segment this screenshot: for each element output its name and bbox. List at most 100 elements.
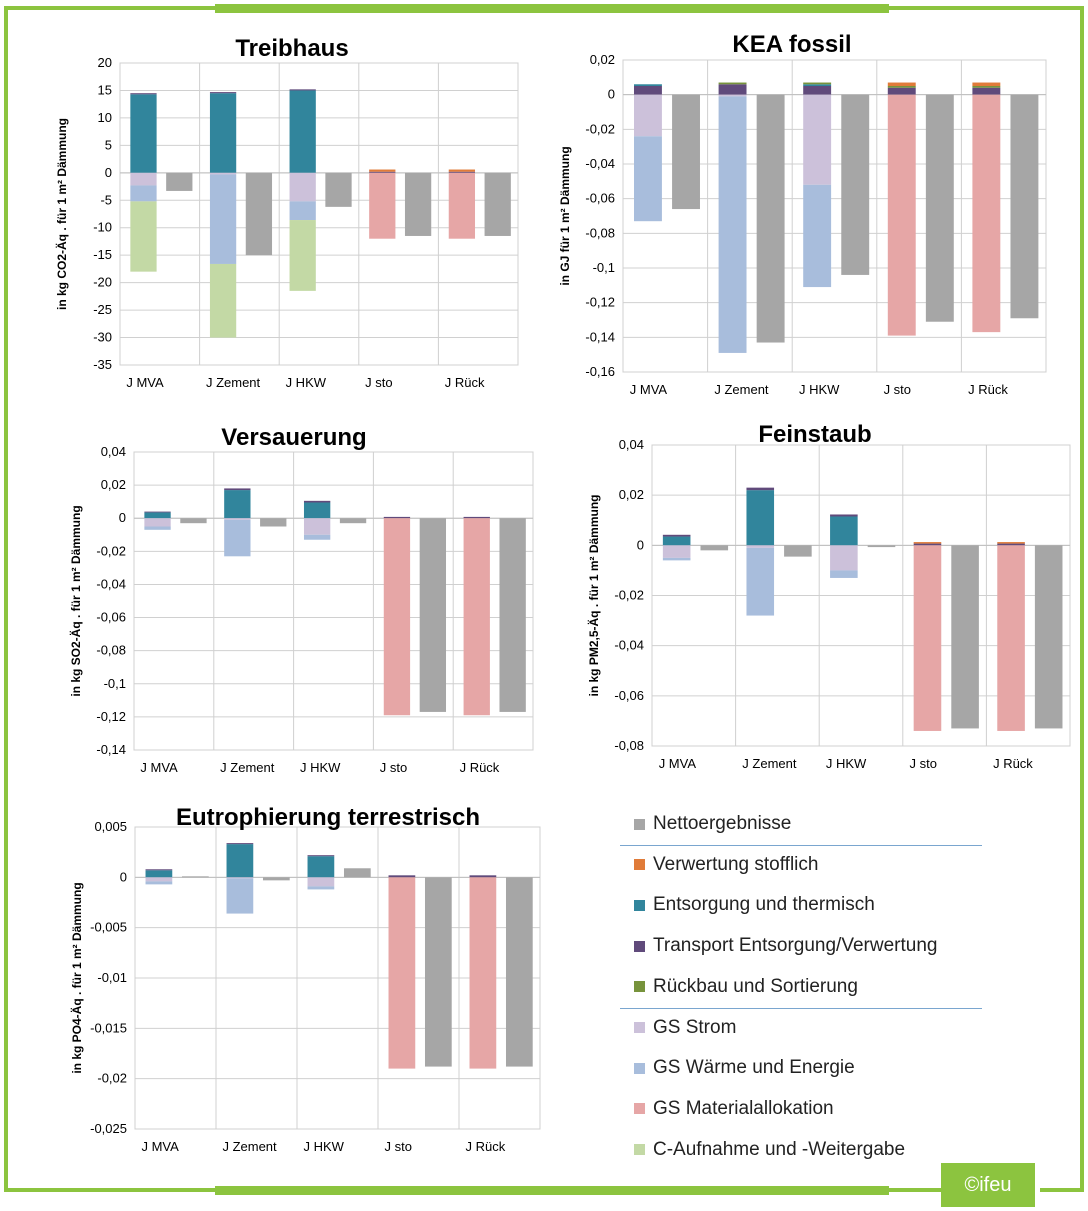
- frame-top-bar: [215, 4, 889, 13]
- y-tick-label: -0,12: [96, 709, 126, 724]
- bar-netto-j-sto: [419, 518, 447, 712]
- bar-strom-j-mva: [633, 94, 662, 137]
- bar-waerme-j-hkw: [289, 201, 316, 221]
- bar-strom-j-hkw: [289, 172, 316, 202]
- legend-separator: [620, 844, 982, 846]
- category-label: J Zement: [742, 756, 797, 771]
- y-tick-label: -10: [93, 220, 112, 235]
- y-tick-label: 5: [105, 137, 112, 152]
- bar-netto-j-mva: [166, 172, 193, 191]
- y-tick-label: -15: [93, 247, 112, 262]
- frame-bottom-bar: [215, 1186, 889, 1195]
- y-tick-label: -35: [93, 357, 112, 372]
- y-axis-label: in GJ für 1 m² Dämmung: [558, 146, 572, 285]
- y-tick-label: 20: [98, 55, 112, 70]
- y-tick-label: -30: [93, 330, 112, 345]
- bar-strom-j-zement: [226, 877, 254, 879]
- y-tick-label: -0,08: [614, 738, 644, 753]
- bar-material-j-r-ck: [448, 172, 476, 239]
- y-axis-label: in kg SO2-Äq . für 1 m² Dämmung: [68, 505, 83, 696]
- category-label: J Rück: [465, 1139, 505, 1154]
- y-tick-label: -5: [100, 192, 112, 207]
- legend-separator: [620, 1007, 982, 1009]
- bar-entsorgung-j-hkw: [303, 502, 331, 519]
- legend-swatch: [634, 899, 645, 911]
- bar-netto-j-mva: [700, 545, 729, 551]
- category-label: J Rück: [993, 756, 1033, 771]
- category-label: J HKW: [303, 1139, 344, 1154]
- bar-waerme-j-zement: [226, 878, 254, 914]
- legend-item: Entsorgung und thermisch: [634, 891, 875, 919]
- bar-netto-j-mva: [181, 876, 209, 878]
- bar-transport-j-zement: [209, 92, 237, 94]
- bar-verwertung-j-sto: [887, 82, 916, 86]
- bar-transport-j-r-ck: [997, 543, 1025, 546]
- bar-netto-j-sto: [951, 545, 979, 729]
- category-label: J sto: [384, 1139, 411, 1154]
- y-tick-label: 0,04: [619, 437, 644, 452]
- legend-swatch: [634, 818, 645, 830]
- bar-entsorgung-j-hkw: [289, 90, 316, 173]
- legend-item: GS Materialallokation: [634, 1095, 834, 1123]
- category-label: J Rück: [445, 375, 485, 390]
- legend-label: GS Materialallokation: [653, 1097, 834, 1119]
- y-tick-label: -0,14: [585, 329, 615, 344]
- bar-netto-j-r-ck: [1034, 545, 1063, 729]
- chart-svg: 0,04 0,02 0 -0,02 -0,04 -0,06 -0,08 J MVA J Zeme…: [586, 421, 1071, 771]
- category-label: J Zement: [714, 382, 769, 397]
- bar-caufnahme-j-hkw: [289, 220, 316, 291]
- category-label: J MVA: [141, 1139, 179, 1154]
- bar-waerme-j-hkw: [303, 534, 331, 540]
- bar-entsorgung-j-hkw: [830, 516, 858, 546]
- category-label: J HKW: [300, 760, 341, 775]
- bar-waerme-j-mva: [145, 881, 173, 885]
- bar-transport-j-hkw: [803, 86, 832, 95]
- y-tick-label: -0,01: [97, 970, 127, 985]
- bar-transport-j-mva: [662, 534, 691, 537]
- y-tick-label: -0,04: [96, 576, 126, 591]
- y-tick-label: 0: [119, 510, 126, 525]
- bar-netto-j-zement: [784, 545, 812, 557]
- y-tick-label: 0,02: [619, 487, 644, 502]
- bar-strom-j-hkw: [303, 518, 331, 535]
- legend-item: Verwertung stofflich: [634, 851, 818, 879]
- legend: Nettoergebnisse Verwertung stofflich Entso…: [620, 806, 1000, 1166]
- bar-caufnahme-j-zement: [209, 263, 237, 338]
- legend-swatch: [634, 981, 645, 993]
- bar-netto-j-hkw: [339, 518, 367, 524]
- bar-entsorgung-j-mva: [144, 512, 171, 519]
- bar-strom-j-zement: [746, 545, 775, 548]
- bar-netto-j-r-ck: [505, 877, 533, 1067]
- bar-strom-j-hkw: [830, 545, 858, 571]
- y-tick-label: 15: [98, 82, 112, 97]
- y-tick-label: -0,005: [90, 920, 127, 935]
- legend-item: GS Strom: [634, 1014, 736, 1042]
- legend-item: GS Wärme und Energie: [634, 1054, 855, 1082]
- y-tick-label: -25: [93, 302, 112, 317]
- bar-rueckbau-j-hkw: [803, 82, 832, 85]
- bar-netto-j-r-ck: [499, 518, 526, 712]
- bar-waerme-j-hkw: [803, 184, 832, 288]
- category-label: J HKW: [286, 375, 327, 390]
- category-label: J MVA: [659, 756, 697, 771]
- y-tick-label: -0,1: [104, 676, 126, 691]
- chart-title: KEA fossil: [732, 31, 851, 58]
- bar-material-j-r-ck: [972, 94, 1001, 333]
- bar-transport-j-r-ck: [463, 516, 490, 519]
- bar-netto-j-r-ck: [484, 172, 511, 236]
- y-axis-label: in kg PM2,5-Äq . für 1 m² Dämmung: [586, 494, 601, 696]
- category-label: J MVA: [126, 375, 164, 390]
- bar-strom-j-zement: [718, 94, 747, 97]
- bar-waerme-j-mva: [633, 136, 662, 222]
- bar-material-j-r-ck: [469, 877, 497, 1069]
- legend-item: C-Aufnahme und -Weitergabe: [634, 1136, 905, 1164]
- bar-transport-j-mva: [633, 86, 662, 95]
- bar-transport-j-r-ck: [448, 171, 476, 173]
- bar-netto-j-mva: [672, 94, 700, 210]
- bar-transport-j-hkw: [307, 855, 335, 857]
- bar-entsorgung-j-zement: [209, 93, 237, 173]
- y-tick-label: -20: [93, 275, 112, 290]
- category-label: J Zement: [220, 760, 275, 775]
- bar-material-j-sto: [913, 545, 942, 731]
- y-tick-label: -0,08: [585, 225, 615, 240]
